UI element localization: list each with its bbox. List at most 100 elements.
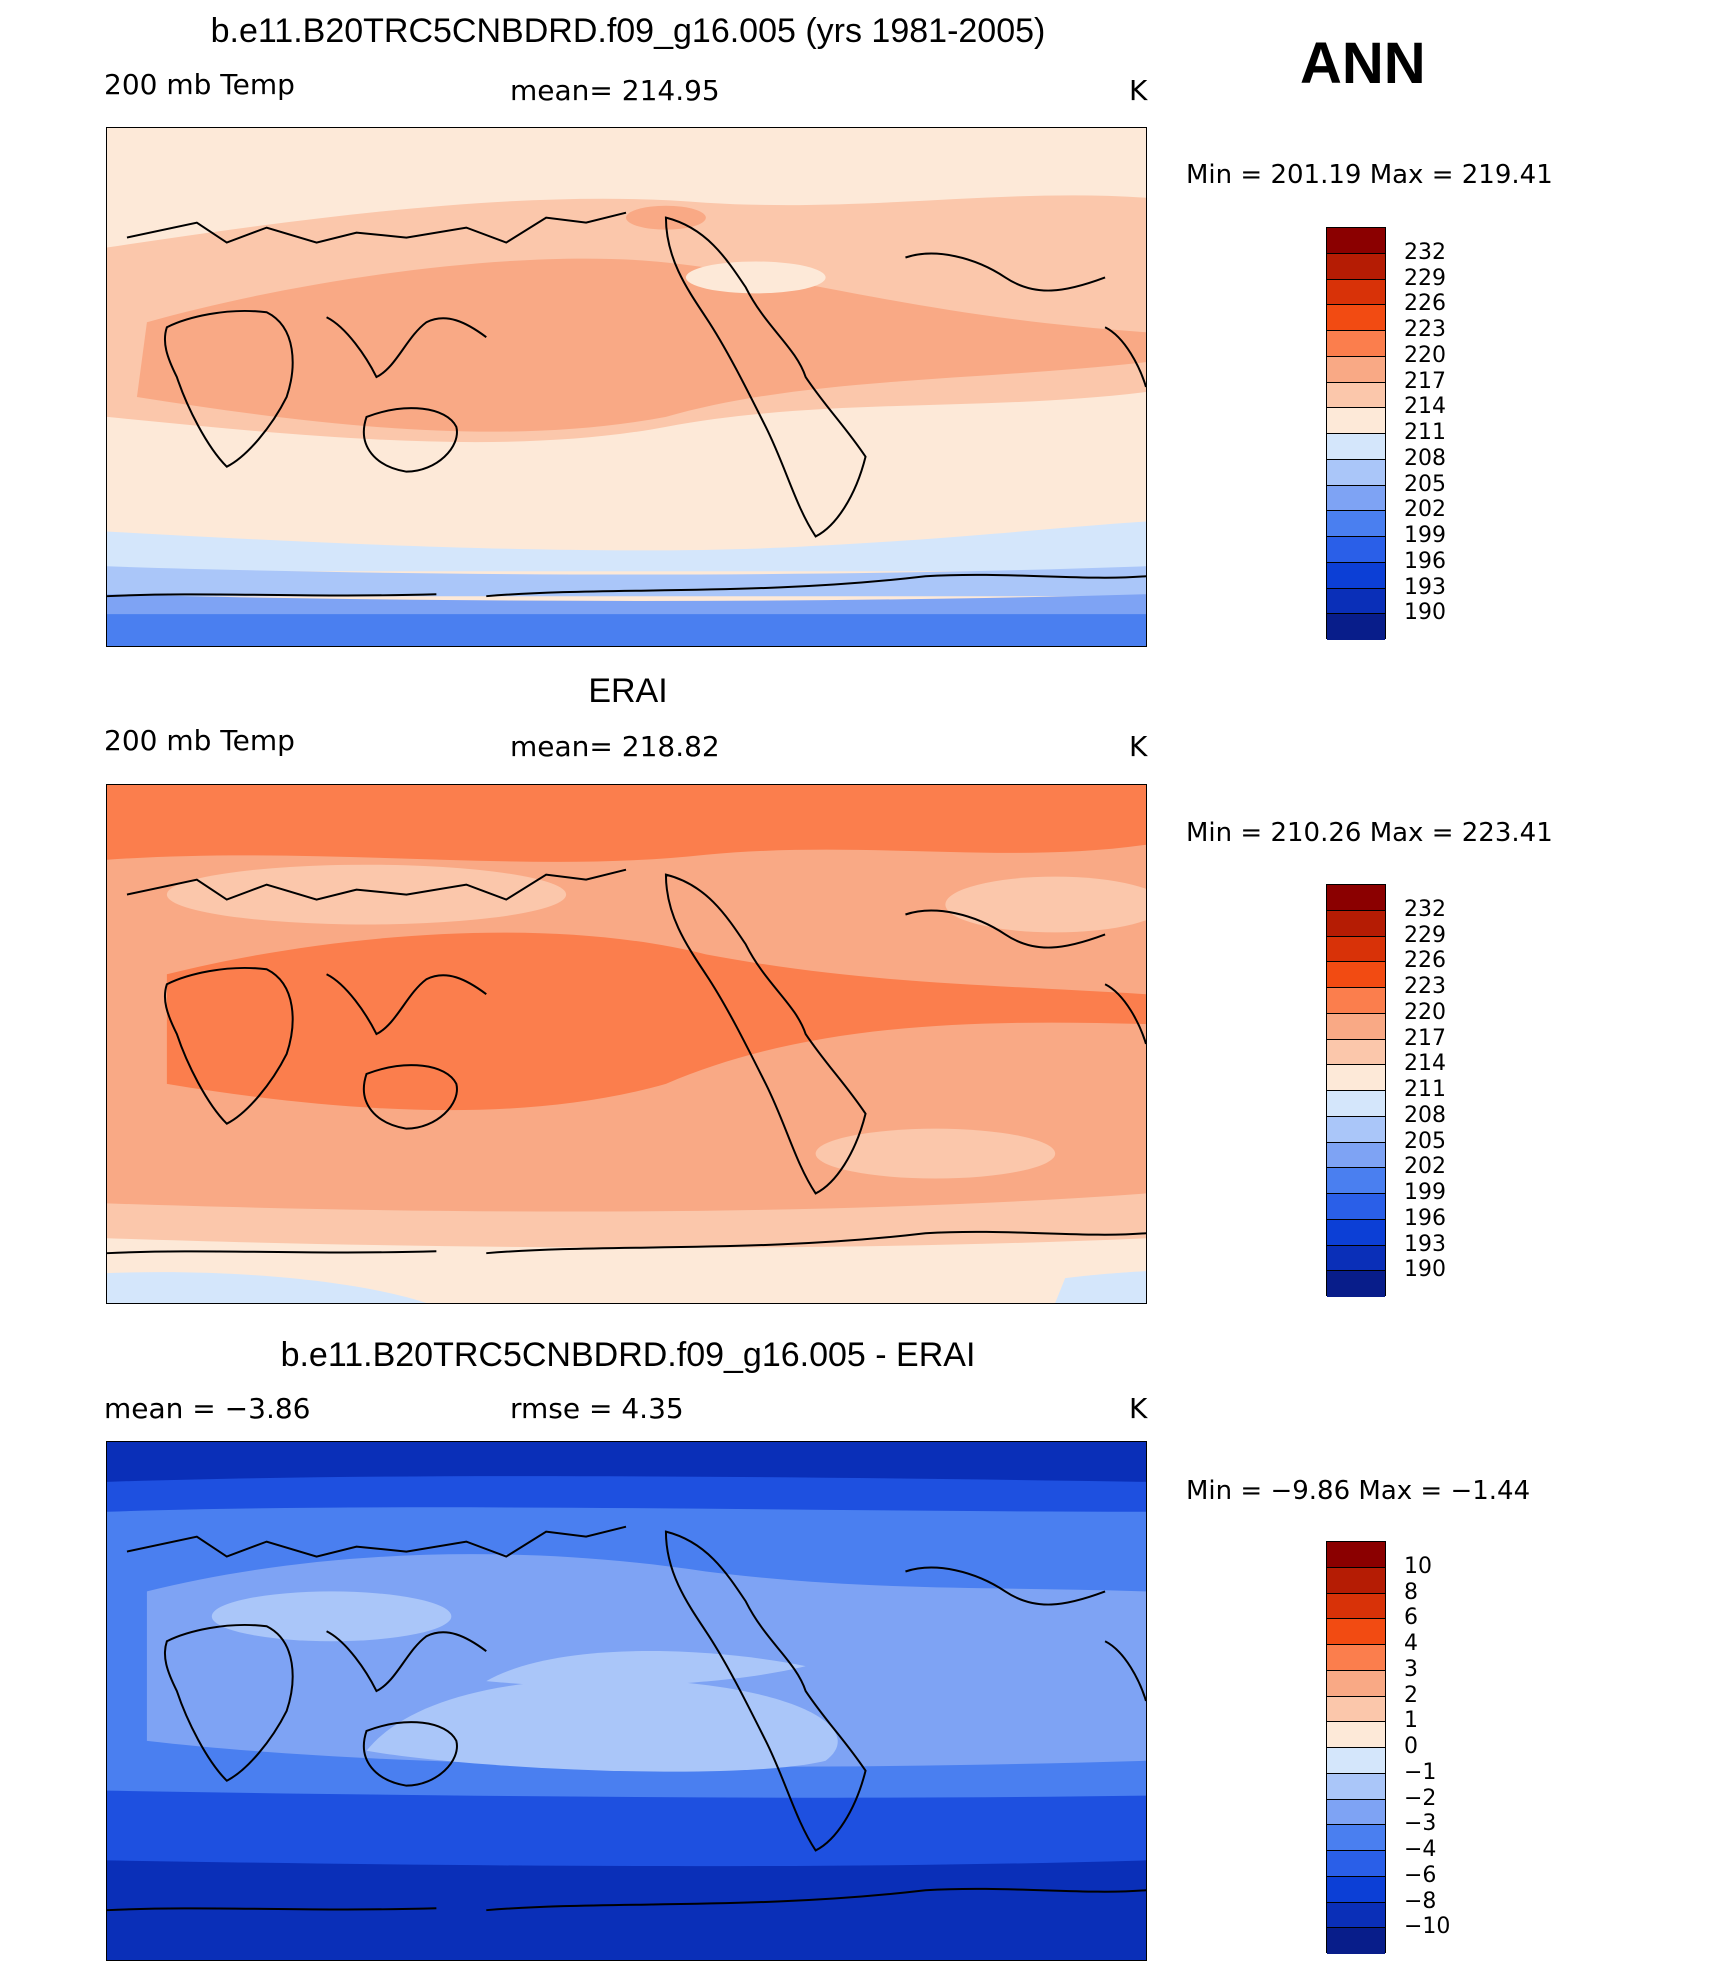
band-3 [136,258,1146,432]
colorbar-label: 193 [1404,1231,1446,1257]
band-south-2 [107,1238,1146,1303]
colorbar-label: 205 [1404,471,1446,497]
colorbar-label: 202 [1404,1154,1446,1180]
panel-3-title: b.e11.B20TRC5CNBDRD.f09_g16.005 - ERAI [280,1336,976,1374]
panel-1-mean-label: mean= 214.95 [510,74,720,107]
colorbar-swatch [1327,1645,1385,1671]
colorbar-swatch [1327,885,1385,911]
panel-3-colorbar [1326,1541,1386,1954]
colorbar-swatch [1327,1670,1385,1697]
colorbar-swatch [1327,279,1385,306]
cool-patch-3 [815,1128,1056,1179]
colorbar-swatch [1327,459,1385,486]
panel-3-map-svg [107,1442,1146,1960]
colorbar-label: 1 [1404,1708,1418,1734]
colorbar-label: 214 [1404,1051,1446,1077]
colorbar-label: −8 [1404,1888,1437,1914]
band-5 [366,1679,838,1772]
colorbar-label: 202 [1404,497,1446,523]
band-pole-2 [1055,1271,1146,1303]
band-pole [107,1272,427,1303]
panel-1-map [106,127,1147,647]
band-north [107,785,1146,862]
colorbar-swatch [1327,1876,1385,1903]
colorbar-swatch [1327,1116,1385,1143]
colorbar-swatch [1327,1825,1385,1851]
colorbar-swatch [1327,936,1385,963]
colorbar-swatch [1327,1696,1385,1723]
panel-3-units: K [1129,1392,1148,1425]
colorbar-label: 205 [1404,1128,1446,1154]
colorbar-swatch [1327,1567,1385,1594]
colorbar-label: 211 [1404,1077,1446,1102]
colorbar-swatch [1327,1142,1385,1169]
panel-2-mean-label: mean= 218.82 [510,730,720,763]
colorbar-label: 8 [1404,1579,1418,1605]
colorbar-swatch [1327,962,1385,988]
colorbar-swatch [1327,1271,1385,1297]
colorbar-swatch [1327,1799,1385,1826]
colorbar-swatch [1327,1928,1385,1954]
colorbar-label: 190 [1404,1257,1446,1283]
colorbar-label: 193 [1404,574,1446,600]
colorbar-label: 199 [1404,523,1446,548]
colorbar-label: 196 [1404,1205,1446,1231]
colorbar-label: 232 [1404,896,1446,922]
colorbar-swatch [1327,228,1385,254]
colorbar-swatch [1327,1748,1385,1774]
colorbar-label: 229 [1404,265,1446,291]
colorbar-label: 2 [1404,1682,1418,1708]
colorbar-label: 4 [1404,1631,1418,1656]
colorbar-swatch [1327,1902,1385,1929]
band-7 [107,594,1146,617]
colorbar-label: 223 [1404,974,1446,999]
colorbar-label: 217 [1404,368,1446,394]
colorbar-swatch [1327,253,1385,280]
colorbar-label: 217 [1404,1025,1446,1051]
panel-3-minmax: Min = −9.86 Max = −1.44 [1186,1476,1531,1506]
panel-1-variable-label: 200 mb Temp [104,68,295,101]
colorbar-label: 226 [1404,948,1446,974]
colorbar-label: 3 [1404,1656,1418,1682]
colorbar-label: 220 [1404,999,1446,1025]
band-4 [107,474,1146,532]
colorbar-label: 199 [1404,1180,1446,1205]
panel-2-units: K [1129,730,1148,763]
colorbar-label: 208 [1404,445,1446,471]
colorbar-swatch [1327,1219,1385,1246]
colorbar-label: −10 [1404,1914,1451,1940]
panel-1-minmax: Min = 201.19 Max = 219.41 [1186,160,1553,190]
panel-2-colorbar [1326,884,1386,1297]
colorbar-swatch [1327,1593,1385,1620]
colorbar-swatch [1327,511,1385,537]
colorbar-label: 220 [1404,342,1446,368]
colorbar-swatch [1327,1245,1385,1272]
colorbar-swatch [1327,1013,1385,1040]
panel-1-units: K [1129,74,1148,107]
colorbar-swatch [1327,1091,1385,1117]
colorbar-swatch [1327,562,1385,589]
colorbar-label: 10 [1404,1553,1432,1579]
colorbar-swatch [1327,1722,1385,1748]
colorbar-label: 223 [1404,317,1446,342]
colorbar-swatch [1327,434,1385,460]
panel-2-map [106,784,1147,1304]
cool-patch-1 [166,864,567,925]
colorbar-swatch [1327,408,1385,434]
colorbar-swatch [1327,537,1385,563]
colorbar-swatch [1327,1619,1385,1645]
colorbar-swatch [1327,1851,1385,1877]
colorbar-swatch [1327,305,1385,331]
season-label: ANN [1300,31,1426,96]
colorbar-label: −2 [1404,1785,1437,1811]
colorbar-label: 6 [1404,1605,1418,1631]
colorbar-label: 190 [1404,600,1446,626]
cool-patch [685,261,826,294]
panel-2-map-svg [107,785,1146,1303]
panel-3-map [106,1441,1147,1961]
panel-2-title: ERAI [588,672,668,710]
colorbar-swatch [1327,588,1385,615]
colorbar-swatch [1327,1542,1385,1568]
panel-2-variable-label: 200 mb Temp [104,724,295,757]
panel-1-title: b.e11.B20TRC5CNBDRD.f09_g16.005 (yrs 198… [210,12,1046,50]
